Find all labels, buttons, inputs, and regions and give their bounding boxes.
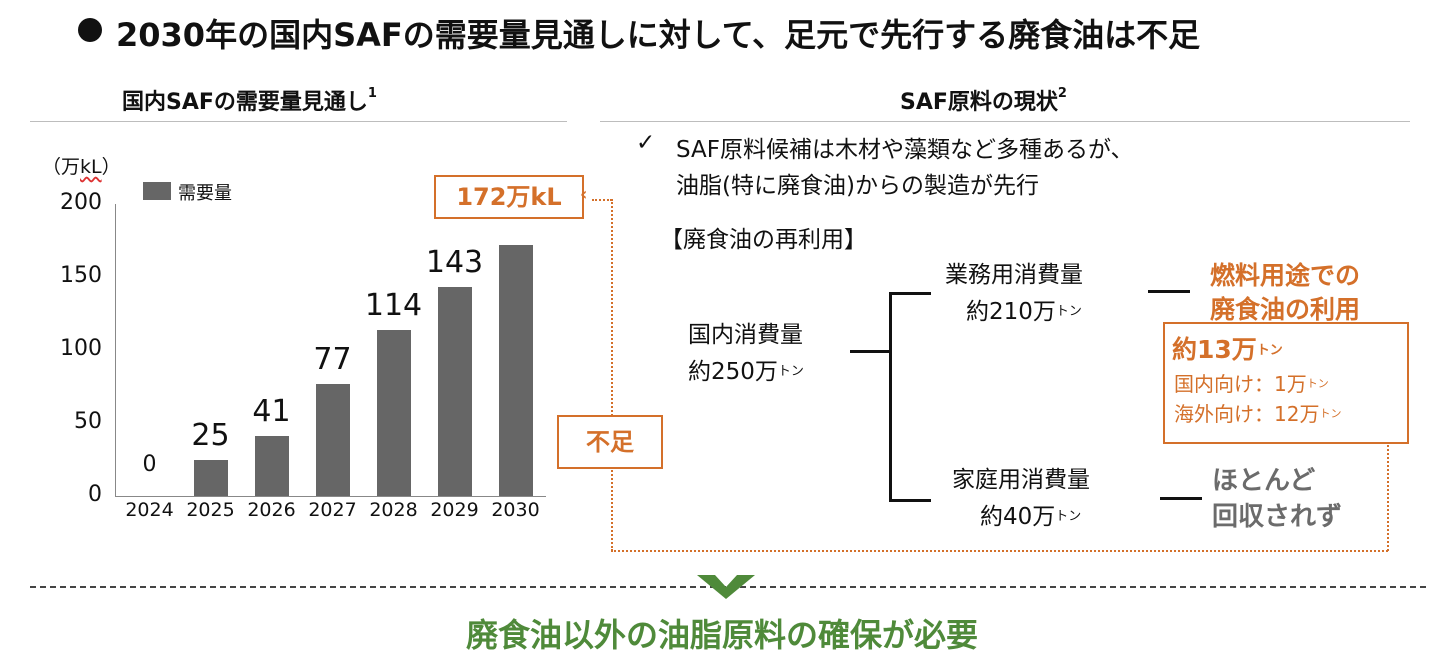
fuel-overseas-text: 海外向け：12万 bbox=[1174, 402, 1320, 426]
right-heading-footnote: 2 bbox=[1057, 85, 1067, 101]
bullet-line-1: SAF原料候補は木材や藻類など多種あるが、 bbox=[676, 137, 1134, 163]
data-label-2029: 143 bbox=[425, 245, 484, 281]
fuel-use-domestic: 国内向け：1万トン bbox=[1174, 368, 1329, 397]
left-section-heading: 国内SAFの需要量見通し1 bbox=[122, 84, 377, 116]
not-collected-line-2: 回収されず bbox=[1212, 502, 1343, 532]
left-heading-rule bbox=[30, 121, 567, 122]
x-tick-label-2030: 2030 bbox=[491, 499, 540, 521]
bar-2025 bbox=[193, 459, 228, 496]
total-demand-callout: 172万kL bbox=[434, 175, 584, 219]
ton-unit: トン bbox=[1055, 304, 1082, 319]
x-tick-label-2025: 2025 bbox=[186, 499, 235, 521]
ton-unit: トン bbox=[1256, 343, 1283, 358]
y-tick-label: 150 bbox=[60, 263, 102, 288]
tree-branch-commercial bbox=[889, 292, 931, 295]
demand-bar-chart: 0 50 100 150 200 0 2024 25 2025 41 2026 77 2027 114 20… bbox=[0, 0, 600, 540]
tree-branch-household bbox=[889, 499, 931, 502]
fuel-use-total: 約13万トン bbox=[1172, 330, 1283, 366]
y-tick-label: 200 bbox=[60, 190, 102, 215]
y-tick-label: 0 bbox=[88, 482, 102, 507]
unit-close: ） bbox=[101, 156, 121, 178]
page-title: 2030年の国内SAFの需要量見通しに対して、足元で先行する廃食油は不足 bbox=[116, 16, 1201, 54]
fuel-domestic-text: 国内向け：1万 bbox=[1174, 372, 1307, 396]
x-tick-label-2026: 2026 bbox=[247, 499, 296, 521]
callout-arrow-icon: ‹ bbox=[580, 184, 588, 205]
unit-open: （万 bbox=[42, 156, 81, 178]
check-icon: ✓ bbox=[636, 130, 656, 156]
legend-label: 需要量 bbox=[178, 183, 232, 204]
bar-2028 bbox=[376, 329, 411, 496]
tree-root-line bbox=[850, 350, 892, 353]
y-tick-label: 100 bbox=[60, 336, 102, 361]
callout-connector bbox=[592, 199, 612, 201]
ton-unit: トン bbox=[1319, 407, 1342, 420]
data-label-2026: 41 bbox=[252, 394, 291, 430]
fuel-use-box bbox=[1163, 322, 1409, 444]
chevron-down-icon bbox=[697, 575, 755, 599]
commercial-consumption-label: 業務用消費量 bbox=[945, 262, 1083, 288]
left-heading-text: 国内SAFの需要量見通し bbox=[122, 90, 368, 115]
y-tick-label: 50 bbox=[74, 409, 102, 434]
household-consumption-value: 約40万トン bbox=[980, 497, 1081, 531]
unit-kl: kL bbox=[80, 156, 102, 178]
tree-trunk bbox=[889, 292, 892, 502]
bar-2026 bbox=[254, 436, 289, 496]
conclusion-text: 廃食油以外の油脂原料の確保が必要 bbox=[465, 616, 978, 654]
data-label-2024: 0 bbox=[142, 452, 157, 477]
bar-2029 bbox=[437, 287, 472, 496]
y-axis-line bbox=[115, 204, 116, 496]
household-consumption-label: 家庭用消費量 bbox=[952, 467, 1090, 493]
shortage-bracket-bottom bbox=[611, 550, 1388, 552]
household-to-collection-line bbox=[1160, 497, 1202, 500]
commercial-value-text: 約210万 bbox=[966, 299, 1056, 325]
fuel-use-overseas: 海外向け：12万トン bbox=[1174, 398, 1341, 427]
data-label-2027: 77 bbox=[313, 341, 352, 377]
ton-unit: トン bbox=[1306, 377, 1329, 390]
household-value-text: 約40万 bbox=[980, 504, 1056, 530]
shortage-bracket-left bbox=[611, 199, 613, 551]
x-tick-label-2028: 2028 bbox=[369, 499, 418, 521]
commercial-to-fuel-line bbox=[1148, 290, 1190, 293]
commercial-consumption-value: 約210万トン bbox=[966, 292, 1082, 326]
data-label-2025: 25 bbox=[191, 417, 230, 453]
ton-unit: トン bbox=[1055, 509, 1082, 524]
waste-oil-subheading: 【廃食油の再利用】 bbox=[660, 227, 867, 253]
legend-swatch bbox=[143, 182, 171, 200]
ton-unit: トン bbox=[777, 364, 804, 379]
shortage-bracket-right bbox=[1387, 424, 1389, 551]
fuel-use-line-1: 燃料用途での bbox=[1210, 261, 1361, 290]
chart-unit-label: （万kL） bbox=[42, 152, 121, 179]
bar-2030 bbox=[498, 244, 533, 496]
x-tick-label-2027: 2027 bbox=[308, 499, 357, 521]
title-bullet-icon bbox=[78, 18, 102, 42]
left-heading-footnote: 1 bbox=[367, 85, 377, 101]
right-heading-text: SAF原料の現状 bbox=[900, 90, 1058, 115]
shortage-label: 不足 bbox=[557, 415, 663, 469]
right-section-heading: SAF原料の現状2 bbox=[900, 84, 1067, 116]
domestic-value-text: 約250万 bbox=[688, 359, 778, 385]
x-axis-line bbox=[115, 496, 546, 497]
fuel-total-text: 約13万 bbox=[1172, 335, 1257, 364]
x-tick-label-2029: 2029 bbox=[430, 499, 479, 521]
right-heading-rule bbox=[600, 121, 1410, 122]
bar-2027 bbox=[315, 383, 350, 496]
data-label-2028: 114 bbox=[364, 287, 423, 323]
not-collected-line-1: ほとんど bbox=[1212, 466, 1316, 496]
domestic-consumption-value: 約250万トン bbox=[688, 352, 804, 386]
bullet-line-2: 油脂(特に廃食油)からの製造が先行 bbox=[676, 173, 1039, 199]
x-tick-label-2024: 2024 bbox=[125, 499, 174, 521]
domestic-consumption-label: 国内消費量 bbox=[688, 322, 803, 348]
fuel-use-line-2: 廃食油の利用 bbox=[1210, 295, 1361, 324]
